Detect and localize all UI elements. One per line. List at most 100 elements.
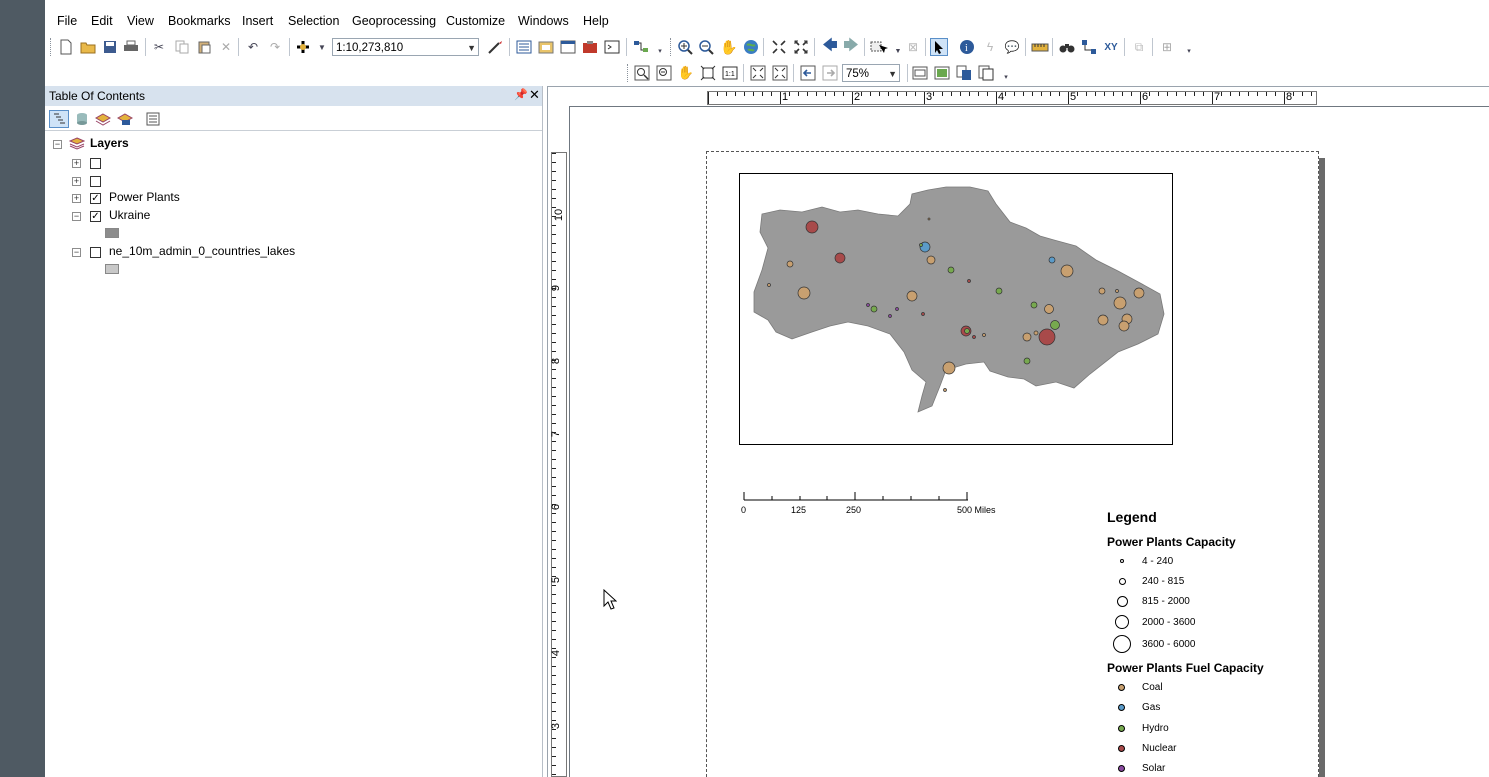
pan-icon[interactable]: ✋ (720, 38, 738, 55)
paste-icon[interactable] (195, 38, 213, 56)
cut-icon[interactable]: ✂ (153, 40, 165, 54)
layer-row-ukraine[interactable]: − ✓ Ukraine (72, 208, 372, 226)
search-window-icon[interactable] (559, 38, 577, 56)
catalog-icon[interactable] (537, 38, 555, 56)
chevron-down-icon[interactable]: ▼ (318, 42, 326, 52)
layer-row[interactable]: + (72, 173, 272, 191)
menu-geoprocessing[interactable]: Geoprocessing (352, 14, 437, 28)
select-elements-icon[interactable] (930, 38, 948, 56)
expand-icon[interactable]: + (72, 193, 81, 203)
undo-icon[interactable]: ↶ (247, 40, 259, 54)
layer-row-lakes[interactable]: − ne_10m_admin_0_countries_lakes (72, 244, 472, 262)
clear-selection-icon[interactable]: ⊠ (907, 40, 919, 54)
toolbar-grip[interactable] (50, 38, 54, 56)
select-features-icon[interactable] (870, 38, 888, 56)
toolbar-grip[interactable] (627, 64, 631, 82)
menu-view[interactable]: View (127, 14, 154, 28)
go-forward-extent-icon[interactable] (821, 64, 839, 82)
layer-visibility-checkbox[interactable] (90, 176, 101, 187)
go-forward-icon[interactable]: 🡆 (843, 36, 859, 54)
menu-file[interactable]: File (57, 14, 78, 28)
zoom-whole-page-icon[interactable] (699, 64, 717, 82)
layer-row[interactable]: + (72, 155, 272, 173)
layers-root-row[interactable]: − Layers (53, 136, 253, 154)
zoom-100-icon[interactable]: 1:1 (721, 64, 739, 82)
fixed-zoom-out-layout-icon[interactable] (771, 64, 789, 82)
find-icon[interactable] (1058, 38, 1076, 56)
add-data-icon[interactable] (294, 38, 312, 56)
full-extent-icon[interactable] (742, 38, 760, 56)
copy-icon[interactable] (173, 38, 191, 56)
menu-customize[interactable]: Customize (446, 14, 506, 28)
layer-row-power-plants[interactable]: + ✓ Power Plants (72, 190, 372, 208)
change-layout-icon[interactable] (955, 64, 973, 82)
menu-selection[interactable]: Selection (288, 14, 340, 28)
fixed-zoom-in-icon[interactable] (770, 38, 788, 56)
pin-icon[interactable]: 📌 (514, 89, 528, 101)
layout-zoom-out-icon[interactable] (655, 64, 673, 82)
map-legend[interactable]: Legend Power Plants Capacity 4 - 240 240… (1104, 508, 1304, 777)
redo-icon[interactable]: ↷ (269, 40, 281, 54)
layer-visibility-checkbox[interactable] (90, 247, 101, 258)
collapse-icon[interactable]: − (72, 211, 81, 221)
menu-windows[interactable]: Windows (518, 14, 569, 28)
zoom-out-icon[interactable] (697, 38, 715, 56)
menu-edit[interactable]: Edit (91, 14, 113, 28)
expand-icon[interactable]: + (72, 158, 81, 168)
lakes-symbol-swatch[interactable] (105, 264, 119, 274)
ukraine-symbol-swatch[interactable] (105, 228, 119, 238)
menu-insert[interactable]: Insert (242, 14, 274, 28)
layer-visibility-checkbox[interactable]: ✓ (90, 193, 101, 204)
focus-data-frame-icon[interactable] (933, 64, 951, 82)
layout-pan-icon[interactable]: ✋ (677, 65, 695, 80)
toggle-draft-mode-icon[interactable] (911, 64, 929, 82)
new-document-icon[interactable] (57, 38, 75, 56)
toolbar-options-icon[interactable]: ▾ (1187, 48, 1191, 55)
layout-zoom-combo[interactable]: 75% ▼ (842, 64, 900, 82)
find-route-icon[interactable] (1080, 38, 1098, 56)
expand-icon[interactable]: + (72, 176, 81, 186)
layer-visibility-checkbox[interactable] (90, 158, 101, 169)
measure-icon[interactable] (1031, 38, 1049, 56)
model-builder-icon[interactable] (632, 38, 650, 56)
create-viewer-icon[interactable]: ⊞ (1161, 40, 1173, 54)
list-by-source-icon[interactable] (72, 110, 92, 128)
collapse-icon[interactable]: − (53, 139, 62, 149)
identify-icon[interactable]: i (958, 38, 976, 56)
layout-zoom-in-icon[interactable] (633, 64, 651, 82)
open-folder-icon[interactable] (79, 38, 97, 56)
data-frame[interactable] (739, 173, 1173, 445)
toc-options-icon[interactable] (143, 110, 163, 128)
menu-help[interactable]: Help (583, 14, 609, 28)
map-scale-combo[interactable]: 1:10,273,810 ▼ (332, 38, 479, 56)
scale-bar[interactable]: 0 125 250 500 Miles (740, 490, 1010, 518)
toolbar-options-icon[interactable]: ▾ (658, 48, 662, 55)
go-to-xy-icon[interactable]: XY (1104, 41, 1118, 53)
save-icon[interactable] (101, 38, 119, 56)
editor-toolbar-icon[interactable] (486, 38, 504, 56)
chevron-down-icon[interactable]: ▼ (894, 47, 902, 55)
layer-visibility-checkbox[interactable]: ✓ (90, 211, 101, 222)
menu-bookmarks[interactable]: Bookmarks (168, 14, 231, 28)
go-back-icon[interactable]: 🡄 (822, 36, 838, 54)
toolbar-grip[interactable] (670, 38, 674, 56)
table-of-contents-icon[interactable] (515, 38, 533, 56)
print-icon[interactable] (122, 38, 140, 56)
horizontal-ruler[interactable]: 1 2 3 4 5 6 7 8 (707, 91, 1317, 105)
arctoolbox-icon[interactable] (581, 38, 599, 56)
python-window-icon[interactable] (603, 38, 621, 56)
list-by-visibility-icon[interactable] (93, 110, 113, 128)
fixed-zoom-in-layout-icon[interactable] (749, 64, 767, 82)
fixed-zoom-out-icon[interactable] (792, 38, 810, 56)
hyperlink-icon[interactable]: ϟ (986, 40, 994, 54)
close-icon[interactable]: ✕ (529, 87, 540, 102)
time-slider-icon[interactable]: ⧉ (1134, 39, 1144, 54)
zoom-in-icon[interactable] (676, 38, 694, 56)
toolbar-options-icon[interactable]: ▾ (1004, 74, 1008, 81)
delete-icon[interactable]: ✕ (220, 40, 232, 54)
html-popup-icon[interactable]: 💬 (1004, 40, 1020, 54)
list-by-selection-icon[interactable] (115, 110, 135, 128)
data-driven-pages-icon[interactable] (977, 64, 995, 82)
go-back-extent-icon[interactable] (799, 64, 817, 82)
list-by-drawing-order-icon[interactable] (49, 110, 69, 128)
